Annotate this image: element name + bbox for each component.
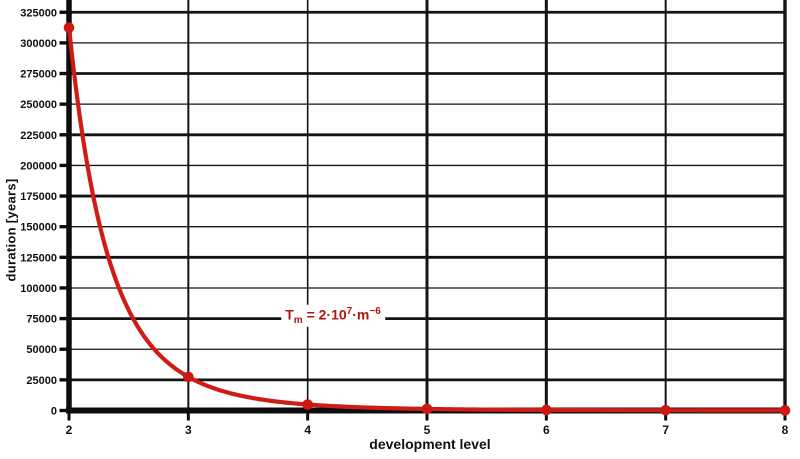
annotation-exponent-2: −6 (369, 305, 381, 317)
y-tick-label: 325000 (20, 7, 57, 19)
y-tick-label: 200000 (20, 160, 57, 172)
data-point-marker (63, 22, 75, 33)
x-tick-label: 8 (782, 423, 789, 437)
x-tick-label: 3 (185, 423, 192, 437)
y-tick-label: 225000 (20, 130, 57, 142)
x-tick-label: 6 (543, 423, 550, 437)
annotation-exponent-1: 7 (346, 305, 353, 317)
x-tick-label: 7 (662, 423, 669, 437)
data-point-marker (779, 405, 791, 416)
y-tick-label: 100000 (20, 283, 57, 295)
curve-formula-annotation: Tm = 2·107·m−6 (281, 304, 385, 328)
x-axis-title: development level (369, 436, 491, 452)
data-point-marker (421, 403, 433, 415)
annotation-equals: = 2·10 (302, 306, 347, 323)
y-tick-label: 50000 (26, 344, 57, 356)
data-point-marker (541, 404, 552, 416)
y-tick-label: 250000 (20, 99, 57, 111)
y-tick-label: 150000 (20, 222, 57, 234)
data-point-marker (183, 371, 194, 383)
y-tick-label: 75000 (26, 314, 57, 326)
annotation-dot-m: ·m (352, 306, 370, 323)
data-point-marker (302, 399, 313, 410)
y-tick-label: 175000 (20, 191, 57, 203)
y-tick-label: 275000 (20, 69, 57, 81)
x-tick-label: 2 (66, 423, 73, 437)
x-tick-label: 5 (424, 423, 431, 437)
x-tick-label: 4 (304, 423, 311, 437)
annotation-subscript: m (293, 315, 303, 327)
y-tick-label: 25000 (26, 375, 57, 387)
y-tick-label: 300000 (20, 38, 57, 50)
data-point-marker (660, 404, 671, 416)
annotation-base: T (285, 306, 294, 323)
y-axis-title: duration [years] (3, 178, 19, 282)
y-tick-label: 0 (51, 406, 57, 418)
y-tick-label: 125000 (20, 252, 57, 264)
